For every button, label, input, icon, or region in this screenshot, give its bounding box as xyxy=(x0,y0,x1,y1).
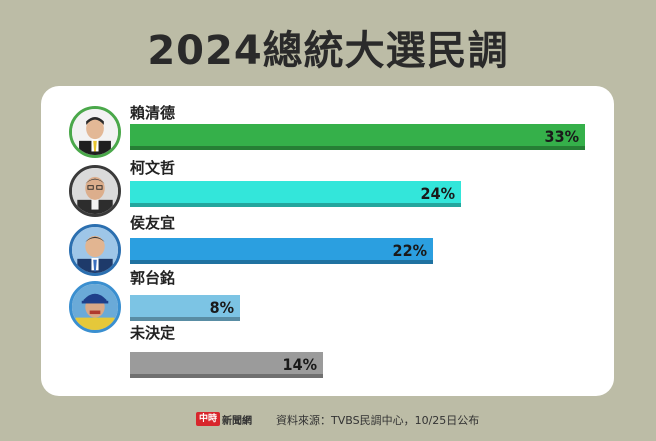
candidate-row-5: 未決定 xyxy=(41,324,614,380)
source-note: 資料來源：TVBS民調中心，10/25日公布 xyxy=(276,414,480,427)
gou-portrait-icon xyxy=(69,281,121,333)
bar-3: 22% xyxy=(130,238,433,264)
bar-1: 33% xyxy=(130,124,585,150)
bar-value-label: 33% xyxy=(544,127,579,146)
candidate-name: 郭台銘 xyxy=(130,269,176,287)
bar-4: 8% xyxy=(130,295,240,321)
bar-value-label: 22% xyxy=(392,241,427,260)
candidate-name: 賴清德 xyxy=(130,104,176,122)
candidate-row-2: 柯文哲 xyxy=(41,153,614,217)
brand-logo-text: 新聞網 xyxy=(222,416,252,427)
bar-5: 14% xyxy=(130,352,323,378)
candidate-row-1: 賴清德 xyxy=(41,96,614,158)
brand-logo: 中時 xyxy=(196,412,220,426)
bar-value-label: 14% xyxy=(282,355,317,374)
candidate-row-3: 侯友宜 xyxy=(41,210,614,276)
bar-value-label: 8% xyxy=(209,298,234,317)
candidate-name: 侯友宜 xyxy=(130,214,176,232)
lai-portrait-icon xyxy=(69,106,121,158)
bar-value-label: 24% xyxy=(420,184,455,203)
bar-2: 24% xyxy=(130,181,461,207)
footer: 中時 新聞網 資料來源：TVBS民調中心，10/25日公布 xyxy=(0,412,656,428)
candidate-row-4: 郭台銘 xyxy=(41,267,614,333)
ko-portrait-icon xyxy=(69,165,121,217)
chart-card: 賴清德 柯文哲 侯友宜 xyxy=(41,86,614,396)
candidate-name: 未決定 xyxy=(130,324,176,342)
page-title: 2024總統大選民調 xyxy=(147,28,509,74)
hou-portrait-icon xyxy=(69,224,121,276)
candidate-name: 柯文哲 xyxy=(130,159,176,177)
